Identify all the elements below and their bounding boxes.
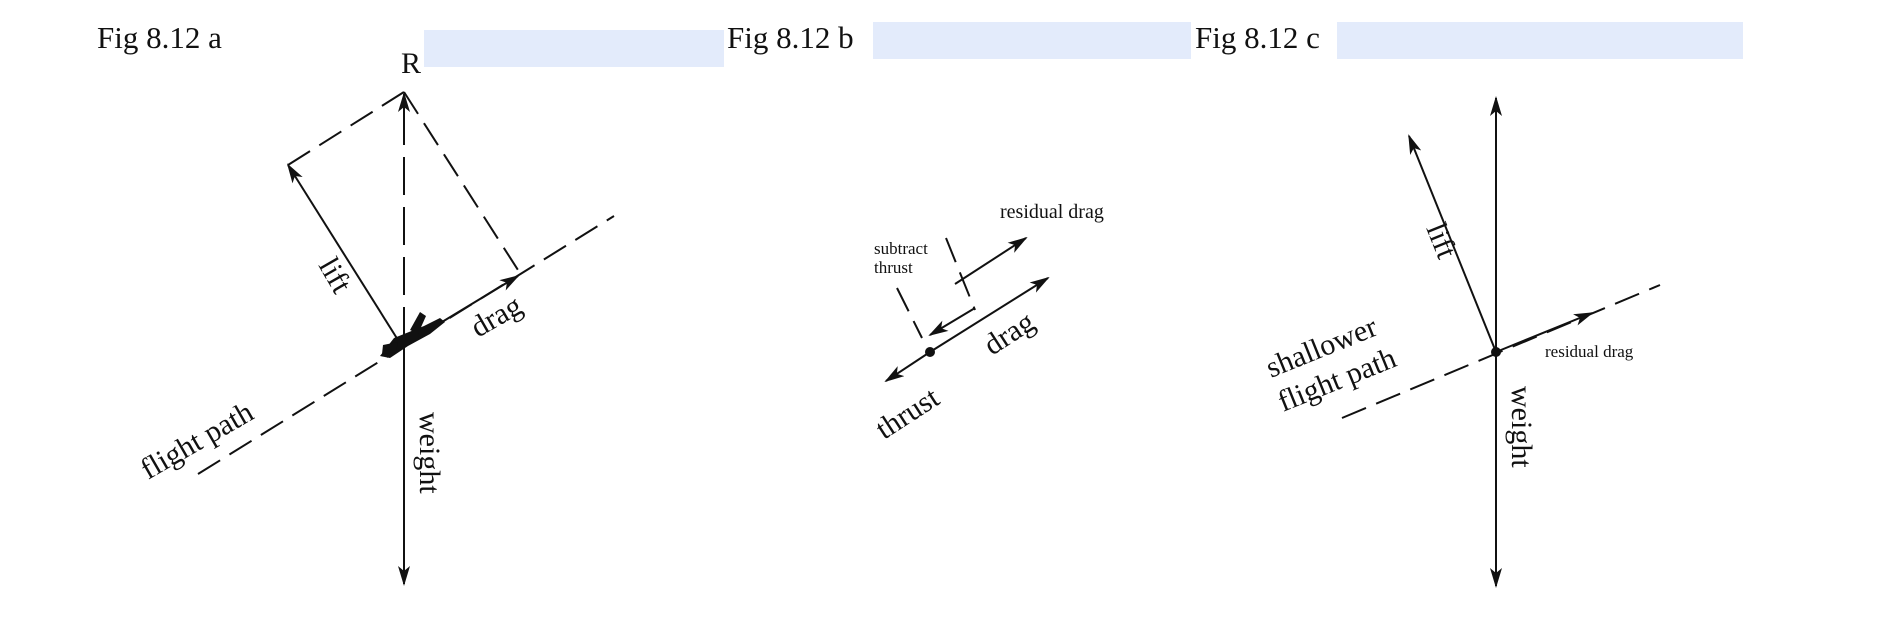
figure-c-redaction	[1337, 22, 1743, 59]
figure-b-drag-arrow	[929, 276, 1050, 353]
aircraft-icon	[380, 312, 445, 358]
figure-c-label-residual-drag: residual drag	[1545, 342, 1634, 361]
figure-a-label-lift: lift	[312, 252, 358, 299]
figure-a-label-r: R	[401, 47, 421, 80]
figure-c: Fig 8.12 c lift shallower flight path re…	[1195, 20, 1743, 588]
figure-b-label-drag: drag	[978, 305, 1041, 362]
figure-c-origin-point	[1491, 347, 1501, 357]
figure-a-parallelogram-right	[403, 91, 519, 271]
figure-c-title: Fig 8.12 c	[1195, 20, 1320, 55]
figure-a-parallelogram-top	[287, 91, 405, 166]
figure-b-guide-right	[945, 237, 976, 311]
figure-c-label-weight: weight	[1505, 386, 1538, 468]
figure-c-lift-arrow	[1408, 134, 1497, 353]
figure-b: Fig 8.12 b residual drag subtract thrust…	[727, 20, 1191, 446]
figure-a-label-flight-path: flight path	[135, 395, 259, 486]
figure-b-origin-point	[925, 347, 935, 357]
figure-b-guide-left	[896, 287, 923, 339]
figure-a-label-weight: weight	[413, 412, 446, 494]
figure-a: Fig 8.12 a R lift drag weight flight pat…	[97, 20, 724, 586]
figure-a-lift-arrow	[286, 163, 399, 341]
figure-b-residual-drag-arrow	[954, 236, 1028, 285]
figure-c-residual-drag-arrow	[1495, 312, 1594, 353]
figure-b-label-subtract: subtract	[874, 239, 928, 258]
figure-b-thrust-arrow	[884, 351, 931, 383]
figure-b-label-subtract-thrust: thrust	[874, 258, 913, 277]
figure-c-flight-path-line	[1341, 284, 1661, 419]
figure-b-subtract-thrust-arrow	[928, 307, 976, 337]
figure-b-redaction	[873, 22, 1191, 59]
figure-b-label-thrust: thrust	[870, 381, 946, 446]
figure-a-title: Fig 8.12 a	[97, 20, 222, 55]
figure-a-redaction	[424, 30, 724, 67]
figure-b-title: Fig 8.12 b	[727, 20, 854, 55]
figure-b-label-residual-drag: residual drag	[1000, 201, 1104, 223]
figure-a-label-drag: drag	[465, 289, 528, 344]
